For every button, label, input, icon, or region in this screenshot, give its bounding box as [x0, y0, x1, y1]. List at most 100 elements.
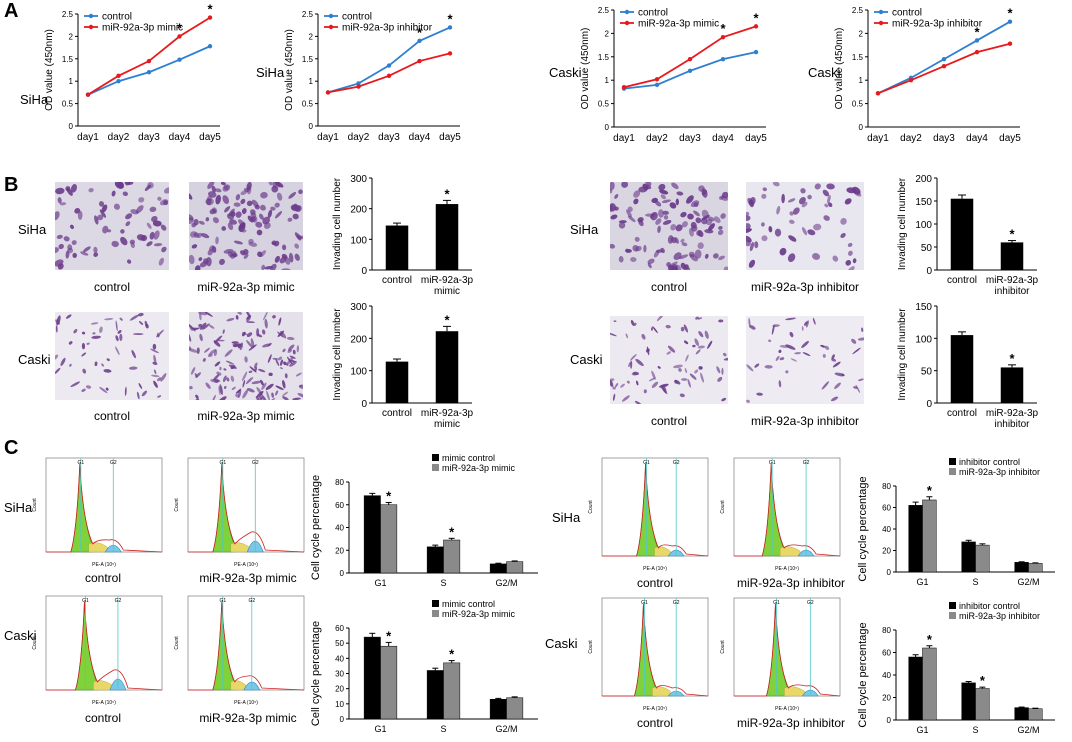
y-tick-label: 0	[859, 123, 864, 132]
cell	[243, 253, 249, 259]
caption-b-8: miR-92a-3p inhibitor	[750, 414, 860, 428]
cell	[805, 320, 809, 328]
cell	[241, 208, 247, 215]
cell	[824, 203, 829, 208]
cell	[680, 238, 685, 243]
cell	[798, 197, 806, 205]
data-point	[941, 63, 947, 69]
cell	[104, 317, 114, 321]
y-tick-label: 40	[335, 654, 344, 663]
cell	[247, 387, 255, 393]
cell	[792, 207, 800, 215]
cell	[698, 366, 703, 370]
cell	[785, 370, 789, 374]
row-label-siha-a1: SiHa	[20, 92, 49, 107]
y-tick-label: 1.5	[302, 55, 314, 64]
cell	[704, 330, 709, 339]
cell	[688, 227, 694, 237]
bar-chart-invasion-siha-mimic: 0 100 200 300 Invading cell number control miR…	[332, 174, 474, 297]
cell	[610, 332, 617, 337]
x-tick-label: day4	[966, 133, 988, 144]
row-label-c-caski-right: Caski	[545, 636, 578, 651]
cell	[618, 220, 627, 224]
x-tick-label: day4	[169, 132, 191, 143]
cell	[189, 324, 193, 331]
cell	[675, 224, 683, 232]
cell	[851, 338, 857, 344]
cell	[645, 182, 652, 186]
cell	[57, 197, 62, 204]
x-tick-label-line: inhibitor	[994, 286, 1030, 297]
cell	[272, 357, 279, 360]
legend-swatch	[432, 600, 439, 607]
cell	[146, 241, 153, 247]
caption-c-3: control	[84, 711, 122, 725]
cell	[233, 202, 241, 207]
cell	[646, 348, 650, 353]
significance-star: *	[720, 21, 726, 36]
legend-swatch	[949, 602, 956, 609]
flow-histogram-siha-inhibitor: G1 G2 PE-A (10⁵) Count	[720, 457, 841, 572]
cell	[193, 218, 199, 226]
y-tick-label: 100	[915, 220, 932, 231]
cell	[657, 225, 661, 234]
cell	[198, 257, 203, 261]
x-tick-label-line: mimic	[434, 419, 460, 430]
y-axis-label: OD value (450nm)	[580, 28, 591, 110]
bar	[435, 204, 459, 270]
g2-label: G2	[803, 460, 810, 466]
cell	[695, 217, 702, 224]
cell	[203, 258, 209, 264]
cell	[294, 232, 302, 241]
y-axis-label: Cell cycle percentage	[857, 476, 869, 581]
cell	[660, 194, 666, 200]
cell	[746, 235, 752, 243]
g1-label: G1	[82, 598, 89, 604]
s-phase-fill	[779, 546, 801, 557]
cell	[136, 234, 146, 241]
cell	[200, 322, 207, 330]
bar	[426, 670, 444, 720]
y-tick-label: 2.5	[852, 6, 864, 15]
cell	[651, 381, 659, 389]
cell	[286, 336, 295, 341]
significance-star: *	[447, 11, 453, 26]
cell	[657, 366, 661, 369]
y-tick-label: 0.5	[852, 100, 864, 109]
data-point	[116, 79, 121, 84]
cell	[264, 266, 274, 270]
flow-x-label: PE-A (10⁵)	[643, 706, 667, 712]
y-axis-label: OD value (450nm)	[834, 28, 845, 110]
caption-b-6: miR-92a-3p inhibitor	[750, 280, 860, 294]
bar	[489, 699, 507, 720]
cell	[90, 322, 99, 325]
caption-c-6: miR-92a-3p inhibitor	[736, 576, 846, 590]
cell	[212, 217, 219, 224]
legend-marker	[878, 9, 884, 15]
y-tick-label: 0	[340, 569, 345, 578]
cell	[288, 344, 295, 351]
cell	[207, 195, 212, 201]
cell	[149, 206, 157, 213]
significance-star: *	[1007, 6, 1013, 21]
cell	[214, 188, 222, 193]
cell	[256, 229, 263, 236]
cell	[113, 203, 120, 210]
legend-marker	[624, 20, 630, 26]
cell	[97, 214, 104, 221]
cell	[746, 211, 750, 217]
cell	[630, 320, 635, 327]
cell	[768, 339, 772, 343]
bar	[961, 541, 976, 573]
y-tick-label: 300	[350, 302, 367, 313]
cell	[218, 396, 227, 400]
cell	[823, 215, 830, 221]
data-point	[146, 58, 152, 64]
cell	[610, 203, 616, 212]
cell	[263, 222, 271, 229]
legend-entry: mimic control	[442, 599, 495, 609]
significance-star: *	[207, 4, 213, 17]
legend-swatch	[949, 468, 956, 475]
flow-histogram-siha-control: G1 G2 PE-A (10⁵) Count	[32, 457, 163, 568]
y-tick-label: 1	[69, 77, 74, 86]
